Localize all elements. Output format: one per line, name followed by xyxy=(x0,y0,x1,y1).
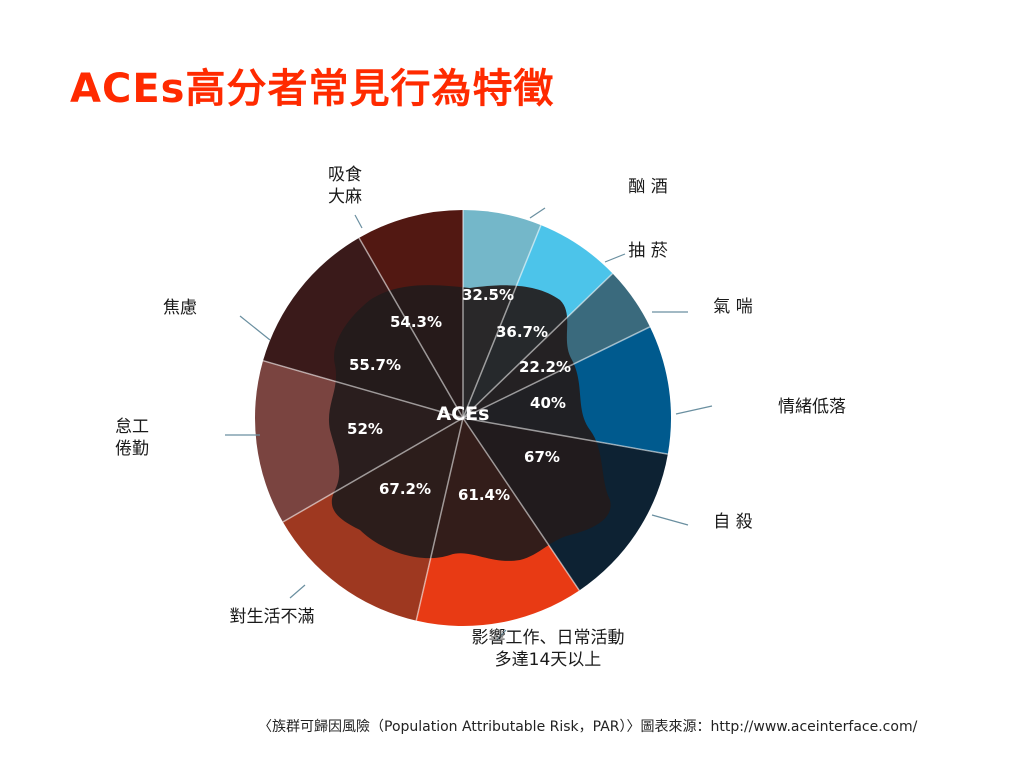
slice-percent-label: 54.3% xyxy=(390,313,442,331)
center-dark-blob xyxy=(328,285,611,561)
slice-percent-label: 40% xyxy=(530,394,566,412)
slice-category-label: 情緒低落 xyxy=(778,397,846,417)
slice-divider xyxy=(462,417,668,455)
leader-line xyxy=(529,207,546,219)
slice-divider xyxy=(262,359,464,419)
slice-percent-label: 67% xyxy=(524,448,560,466)
slice-category-label: 對生活不滿 xyxy=(230,607,315,627)
percent-labels: 32.5% 36.7% 22.2% 40% 67% 61.4% 67.2% 52% 55.7% 5… xyxy=(347,286,571,504)
pie-divider-lines xyxy=(262,210,668,621)
leader-lines xyxy=(225,207,713,641)
slice-divider xyxy=(462,326,651,419)
slice-category-label: 焦慮 xyxy=(163,298,197,318)
slice-category-label: 怠工倦勤 xyxy=(115,417,149,459)
center-label: ACEs xyxy=(437,403,490,425)
slice-divider xyxy=(282,417,464,523)
slice-percent-label: 36.7% xyxy=(496,323,548,341)
slice-divider xyxy=(415,417,464,621)
slice-category-label: 影響工作、日常活動多達14天以上 xyxy=(472,628,625,670)
slice-divider xyxy=(462,417,580,591)
slice-category-label: 吸食大麻 xyxy=(328,165,362,207)
source-note: 〈族群可歸因風險（Population Attributable Risk，PA… xyxy=(258,719,918,735)
leader-line xyxy=(651,514,689,526)
page-title: ACEs高分者常見行為特徵 xyxy=(70,66,555,112)
leader-line xyxy=(239,315,271,341)
slice-percent-label: 55.7% xyxy=(349,356,401,374)
leader-line xyxy=(354,214,363,229)
slice-divider xyxy=(462,272,614,419)
leader-line xyxy=(496,629,507,641)
slice-category-label: 氣 喘 xyxy=(713,297,752,317)
leader-line xyxy=(289,584,306,599)
leader-line xyxy=(675,405,713,415)
slice-divider xyxy=(462,224,542,419)
slice-percent-label: 61.4% xyxy=(458,486,510,504)
slice-category-label: 自 殺 xyxy=(713,512,752,532)
slice-percent-label: 67.2% xyxy=(379,480,431,498)
slice-percent-label: 32.5% xyxy=(462,286,514,304)
slice-category-label: 抽 菸 xyxy=(628,241,667,261)
slice-percent-label: 52% xyxy=(347,420,383,438)
slice-percent-label: 22.2% xyxy=(519,358,571,376)
leader-line xyxy=(604,253,626,263)
slice-category-label: 酗 酒 xyxy=(628,177,667,197)
slice-divider xyxy=(358,237,464,419)
